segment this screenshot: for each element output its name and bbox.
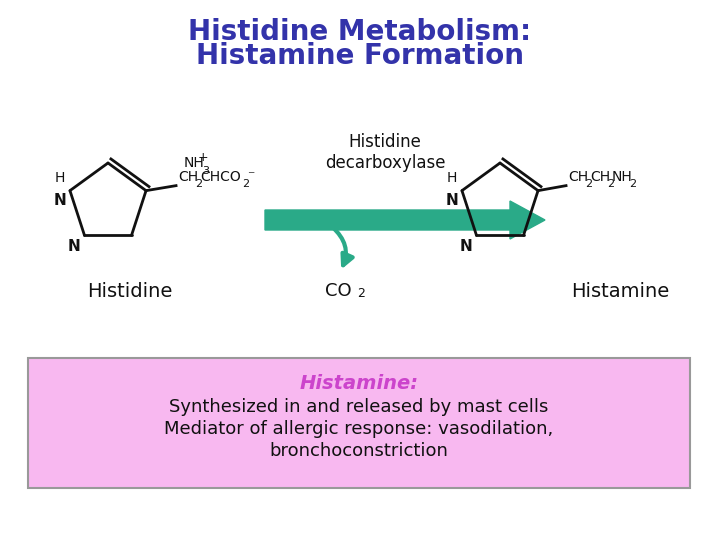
Text: Histamine Formation: Histamine Formation (196, 42, 524, 70)
Text: 2: 2 (585, 179, 592, 188)
Text: +: + (198, 151, 209, 164)
Text: bronchoconstriction: bronchoconstriction (269, 442, 449, 460)
Text: 2: 2 (607, 179, 614, 188)
Text: 3: 3 (202, 166, 209, 176)
Text: CH: CH (568, 170, 588, 184)
Text: N: N (53, 193, 66, 208)
Text: Histidine Metabolism:: Histidine Metabolism: (189, 18, 531, 46)
Text: ⁻: ⁻ (247, 170, 254, 184)
Text: Histamine:: Histamine: (300, 374, 418, 393)
Text: CH: CH (178, 170, 198, 184)
Text: Histamine: Histamine (571, 282, 669, 301)
Text: CHCO: CHCO (200, 170, 240, 184)
Text: H: H (55, 171, 65, 185)
Text: Mediator of allergic response: vasodilation,: Mediator of allergic response: vasodilat… (164, 420, 554, 438)
Text: 2: 2 (195, 179, 202, 188)
Text: H: H (446, 171, 457, 185)
Text: N: N (460, 239, 472, 254)
FancyArrow shape (265, 201, 545, 239)
Text: Histidine: Histidine (87, 282, 173, 301)
Text: CH: CH (590, 170, 610, 184)
Text: 2: 2 (629, 179, 636, 188)
Text: Synthesized in and released by mast cells: Synthesized in and released by mast cell… (169, 398, 549, 416)
FancyBboxPatch shape (28, 358, 690, 488)
Text: N: N (68, 239, 81, 254)
Text: NH: NH (184, 156, 204, 170)
Text: NH: NH (612, 170, 633, 184)
Text: 2: 2 (242, 179, 249, 188)
Text: Histidine
decarboxylase: Histidine decarboxylase (325, 133, 445, 172)
Text: N: N (445, 193, 458, 208)
Text: CO: CO (325, 282, 351, 300)
Text: 2: 2 (357, 287, 365, 300)
